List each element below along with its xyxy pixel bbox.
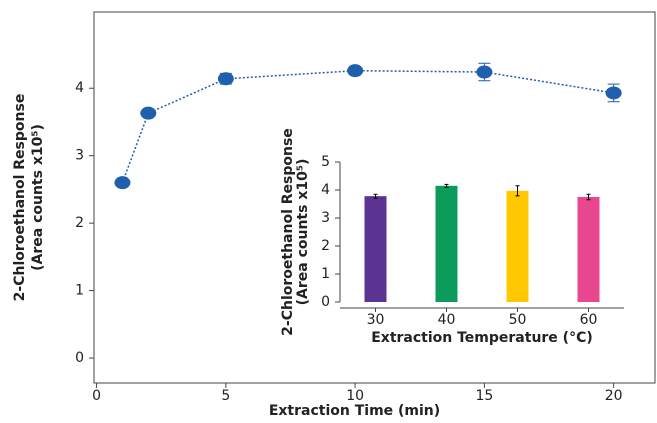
data-point [605, 86, 622, 100]
x-axis-label: Extraction Time (min) [269, 403, 440, 419]
y-tick-label: 2 [321, 238, 330, 254]
bar [506, 190, 529, 302]
y-axis-label: 2-Chloroethanol Response [280, 128, 296, 336]
data-point [476, 65, 493, 79]
x-tick-label: 50 [509, 312, 527, 328]
x-tick-label: 0 [92, 388, 101, 404]
y-tick-label: 3 [321, 210, 330, 226]
y-tick-label: 4 [321, 182, 330, 198]
x-tick-label: 40 [438, 312, 456, 328]
data-point [114, 176, 131, 190]
x-tick-label: 30 [367, 312, 385, 328]
x-tick-label: 60 [580, 312, 598, 328]
y-axis-label: 2-Chloroethanol Response [12, 94, 28, 302]
x-tick-label: 10 [346, 388, 364, 404]
x-tick-label: 5 [221, 388, 230, 404]
error-bar [373, 193, 378, 199]
y-tick-label: 3 [75, 148, 84, 164]
y-tick-label: 2 [75, 215, 84, 231]
y-tick-label: 4 [75, 80, 84, 96]
y-tick-label: 1 [321, 266, 330, 282]
data-point [217, 72, 234, 86]
error-bar [586, 193, 591, 201]
error-bar [444, 183, 449, 188]
x-tick-label: 15 [475, 388, 493, 404]
data-point [347, 64, 364, 78]
data-line [121, 69, 614, 183]
y-axis-label: (Area counts x10⁵) [30, 124, 46, 271]
y-tick-label: 1 [75, 283, 84, 299]
error-bar [515, 185, 520, 197]
y-tick-label: 5 [321, 154, 330, 170]
y-tick-label: 0 [75, 350, 84, 366]
bar [577, 197, 600, 302]
y-axis-label: (Area counts x10⁵) [295, 159, 311, 306]
bar [364, 196, 387, 302]
x-tick-label: 20 [605, 388, 623, 404]
bar [435, 185, 458, 302]
x-axis-label: Extraction Temperature (°C) [371, 330, 593, 346]
data-point [140, 106, 157, 120]
y-tick-label: 0 [321, 294, 330, 310]
plot-frame [93, 11, 656, 384]
